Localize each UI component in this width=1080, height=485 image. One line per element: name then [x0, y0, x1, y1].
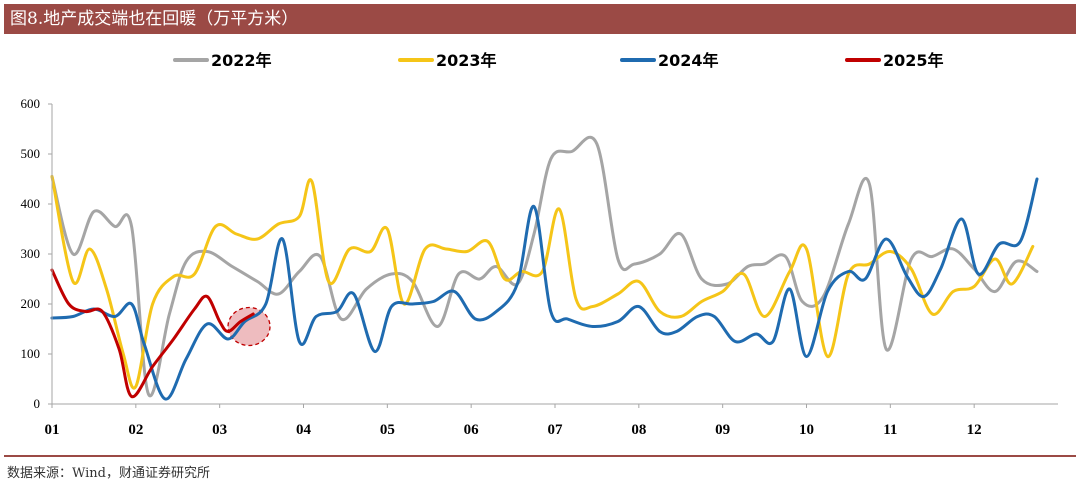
- legend-label: 2023年: [436, 51, 497, 70]
- x-tick-label: 06: [464, 422, 480, 438]
- chart-title: 图8.地产成交端也在回暖（万平方米）: [4, 4, 1076, 34]
- x-tick-label: 10: [799, 422, 814, 438]
- legend: 2022年 2023年 2024年 2025年: [173, 51, 944, 70]
- y-tick-label: 500: [21, 146, 41, 161]
- x-tick-label: 05: [380, 422, 395, 438]
- legend-label: 2025年: [883, 51, 944, 70]
- chart-canvas: 2022年 2023年 2024年 2025年 0 100 200 300 400 500 600…: [21, 51, 1058, 438]
- y-tick-label: 0: [34, 396, 41, 411]
- highlight-circle: [227, 306, 271, 347]
- x-tick-label: 03: [212, 422, 227, 438]
- highlight-layer: [227, 306, 271, 347]
- series-layer: [50, 135, 1039, 401]
- y-tick-label: 200: [21, 296, 41, 311]
- y-tick-label: 600: [21, 96, 41, 111]
- series-line-2022年: [50, 135, 1039, 398]
- x-tick-label: 09: [715, 422, 730, 438]
- x-tick-label: 02: [128, 422, 143, 438]
- y-tick-label: 100: [21, 346, 41, 361]
- x-tick-label: 01: [45, 422, 60, 438]
- series-line-2023年: [50, 175, 1035, 390]
- x-tick-label: 04: [296, 422, 312, 438]
- x-tick-label: 12: [967, 422, 982, 438]
- x-tick-label: 07: [548, 422, 564, 438]
- source-note: 数据来源：Wind，财通证券研究所: [7, 466, 210, 481]
- bottom-divider: [4, 455, 1076, 457]
- series-line-2025年: [50, 268, 255, 399]
- x-tick-label: 11: [883, 422, 897, 438]
- legend-label: 2024年: [658, 51, 719, 70]
- x-tick-label: 08: [631, 422, 646, 438]
- legend-label: 2022年: [211, 51, 272, 70]
- axes: 0 100 200 300 400 500 600 01 02 03 04 05 06 07 08 09 10 1…: [21, 96, 1058, 438]
- y-tick-label: 300: [21, 246, 41, 261]
- series-line-2024年: [50, 177, 1039, 401]
- y-tick-label: 400: [21, 196, 41, 211]
